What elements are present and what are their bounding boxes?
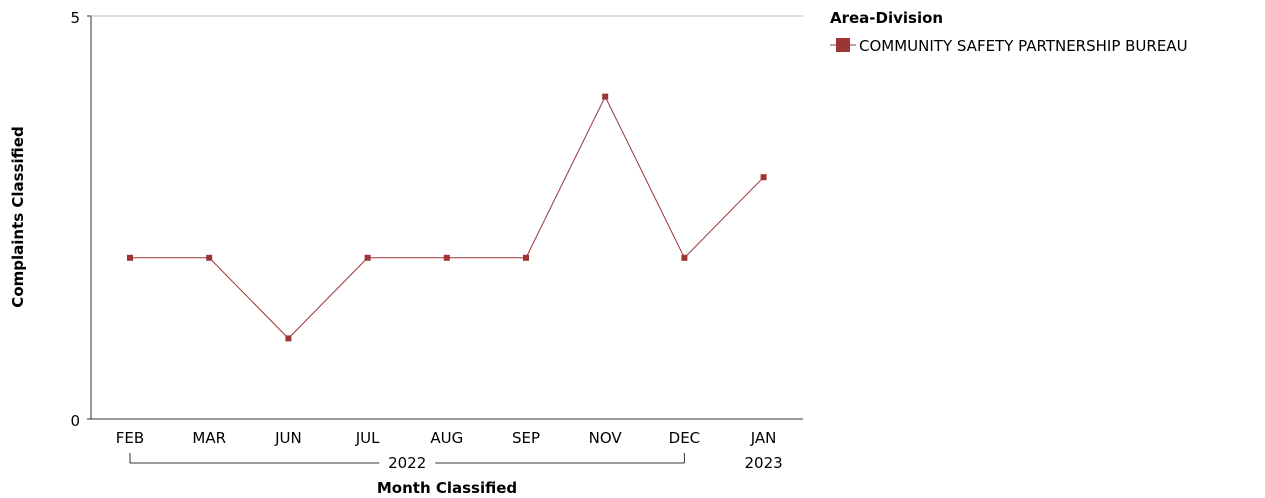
x-tick-label: JUN xyxy=(274,429,302,447)
legend-marker-icon xyxy=(836,38,850,52)
y-tick-label-min: 0 xyxy=(70,412,80,430)
x-tick-label: AUG xyxy=(430,429,463,447)
data-point[interactable] xyxy=(127,254,133,261)
y-tick-label-max: 5 xyxy=(70,9,80,27)
x-tick-label: DEC xyxy=(669,429,701,447)
data-point[interactable] xyxy=(523,254,529,261)
series-layer xyxy=(127,93,767,342)
year-group-label: 2022 xyxy=(388,454,426,472)
data-point[interactable] xyxy=(364,254,371,261)
x-tick-label: MAR xyxy=(192,429,226,447)
data-point[interactable] xyxy=(602,93,609,100)
x-labels-layer: FEB MAR JUN JUL AUG SEP NOV DEC JAN xyxy=(116,429,777,447)
data-point[interactable] xyxy=(285,335,292,342)
year-group-label: 2023 xyxy=(745,454,783,472)
data-point[interactable] xyxy=(760,174,767,181)
y-axis-title: Complaints Classified xyxy=(9,126,27,307)
year-groups-layer: 2022 2023 xyxy=(129,453,783,472)
data-point[interactable] xyxy=(206,254,213,261)
legend-title: Area-Division xyxy=(830,9,943,27)
data-point[interactable] xyxy=(443,254,450,261)
x-tick-label: JAN xyxy=(750,429,777,447)
x-axis-title: Month Classified xyxy=(377,479,517,497)
x-tick-label: NOV xyxy=(589,429,623,447)
series-line-0 xyxy=(130,95,764,340)
data-point[interactable] xyxy=(681,254,688,261)
x-tick-label: JUL xyxy=(355,429,380,447)
x-tick-label: SEP xyxy=(512,429,540,447)
x-tick-label: FEB xyxy=(116,429,144,447)
legend-series-label: COMMUNITY SAFETY PARTNERSHIP BUREAU xyxy=(859,37,1188,55)
